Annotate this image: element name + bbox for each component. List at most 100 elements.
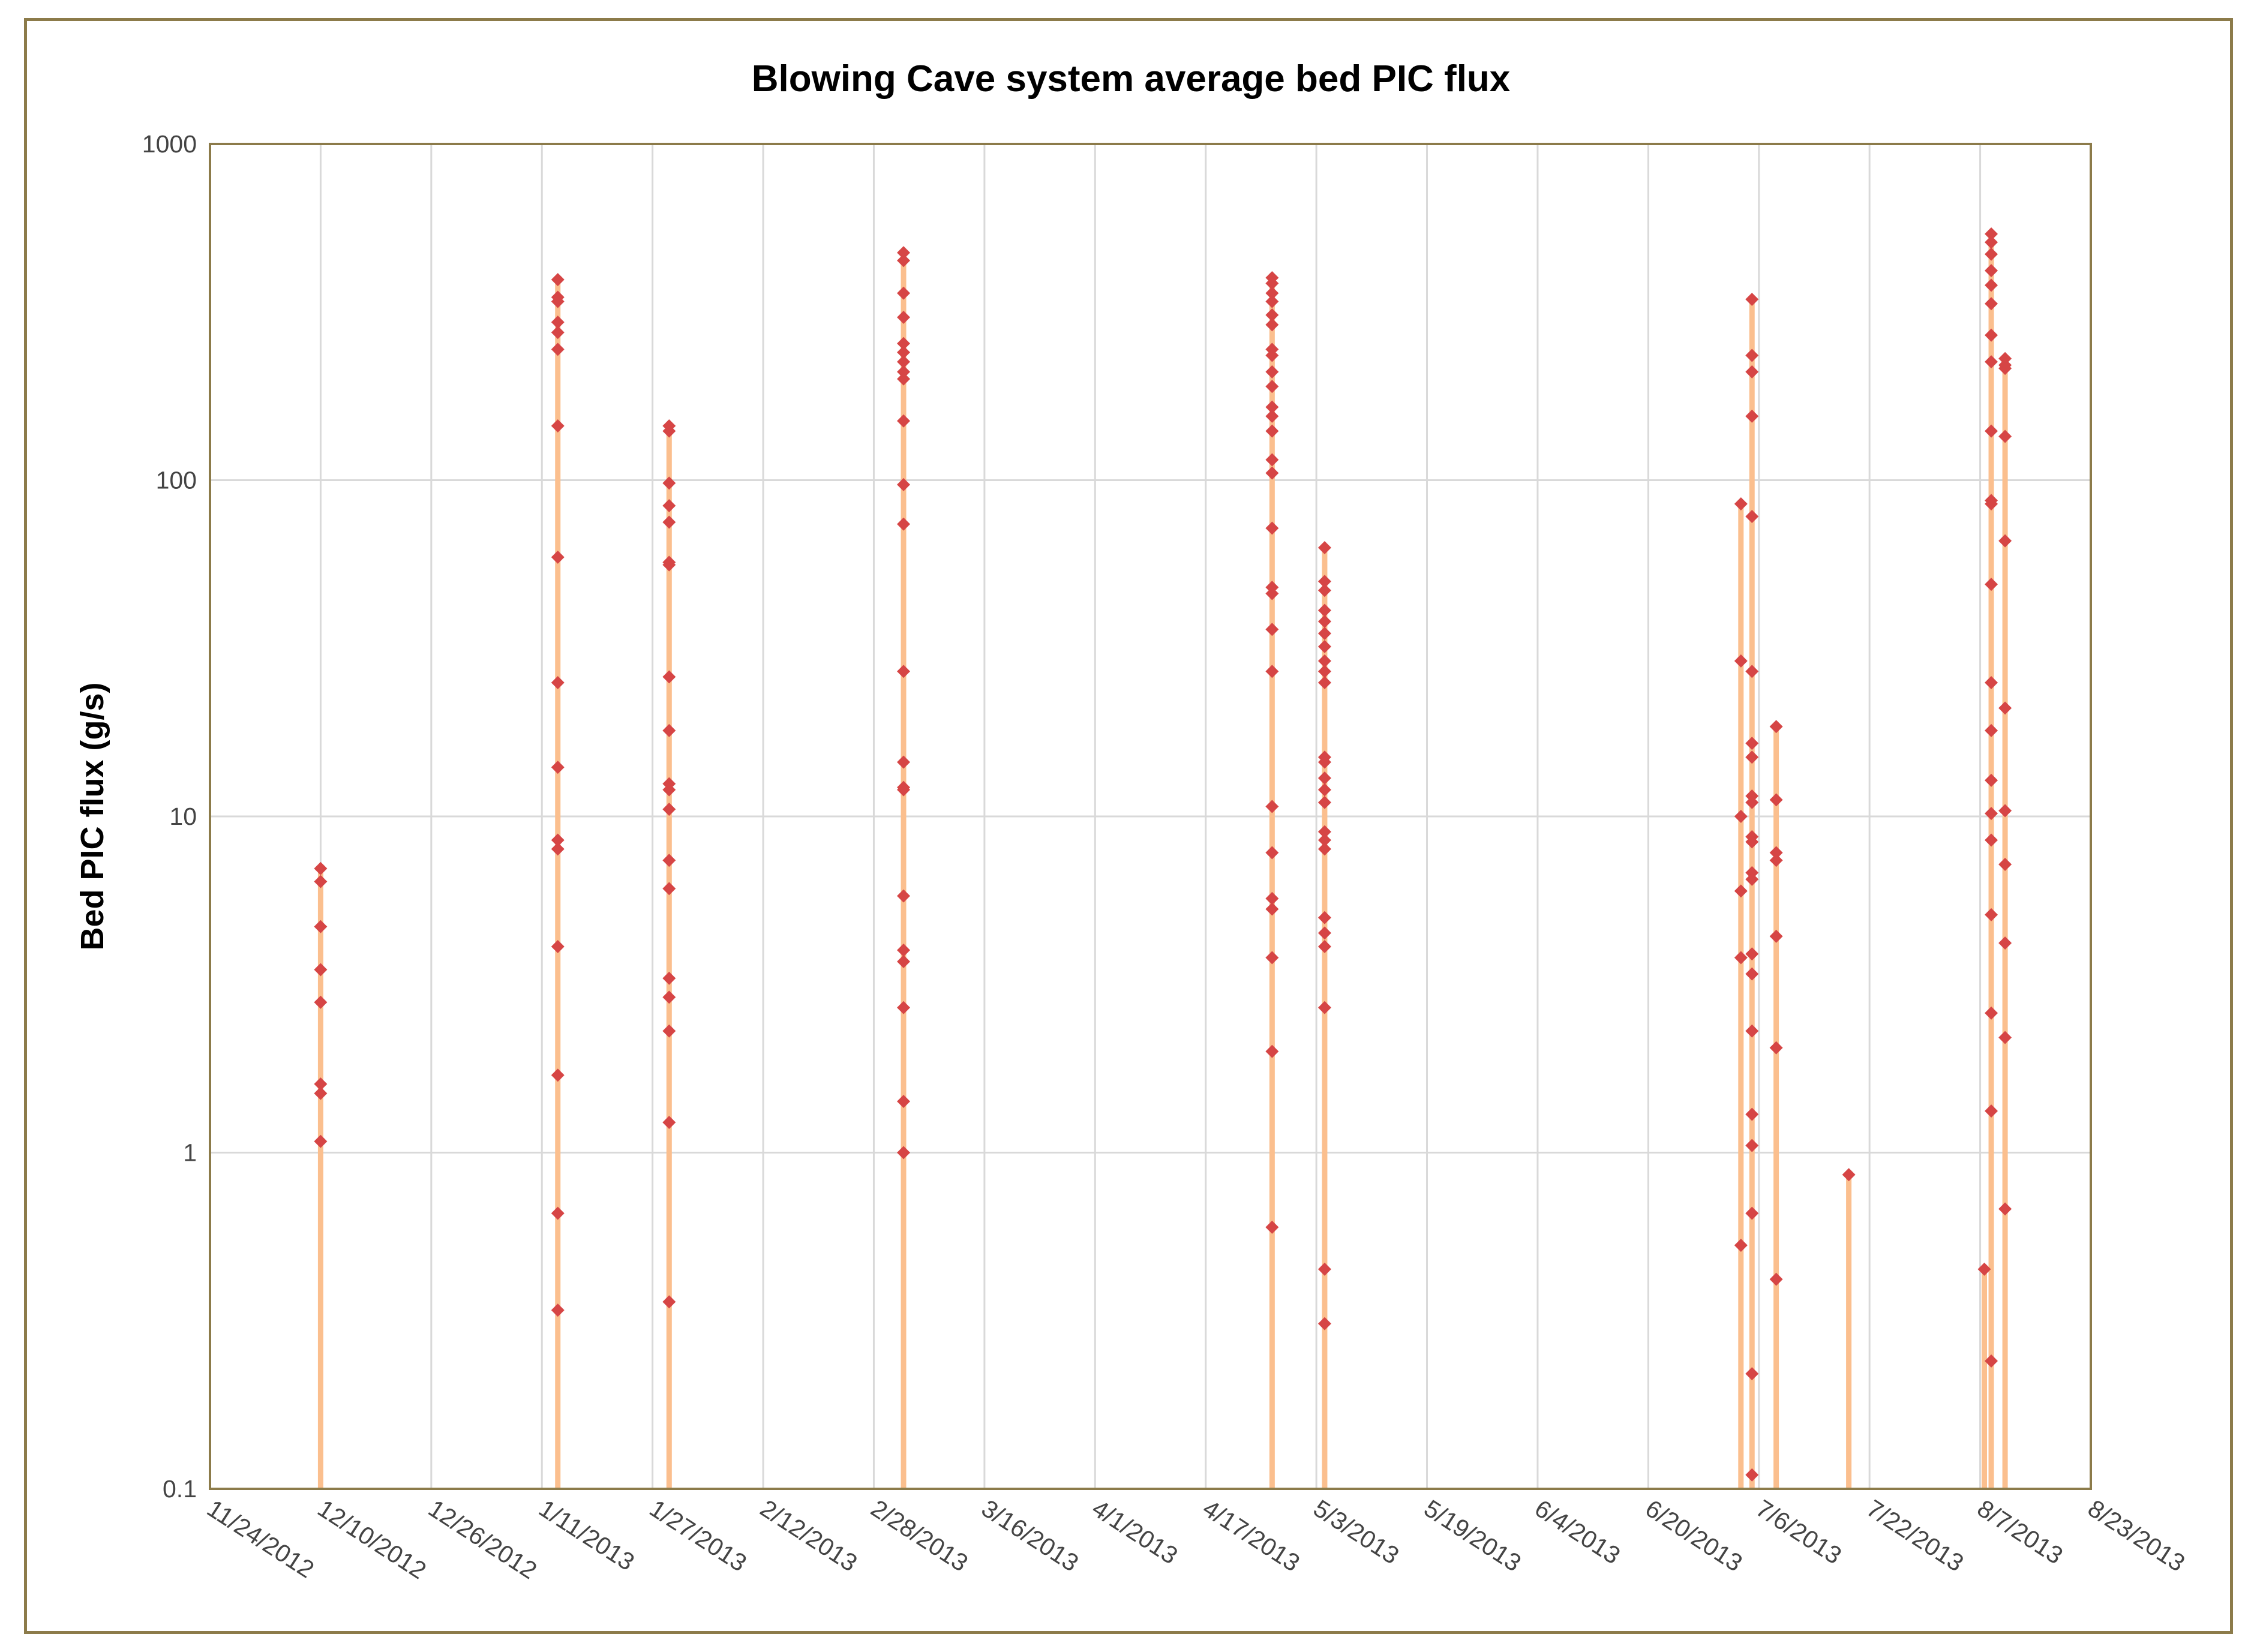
data-point [1317,795,1331,809]
data-point [662,1024,676,1038]
data-point [1317,540,1331,554]
data-point [1734,810,1748,823]
data-point [1998,1202,2012,1216]
data-point [897,254,911,268]
data-point [1317,639,1331,653]
data-point [897,1146,911,1160]
data-point [314,1134,328,1148]
data-point [1265,1044,1279,1058]
data-point [1734,951,1748,965]
data-point [1317,1262,1331,1276]
data-point [314,963,328,977]
data-point [1985,908,1998,921]
y-axis-ticks: 0.1 1 10 100 1000 [142,130,197,1503]
data-point [1317,926,1331,940]
data-point [1745,1024,1759,1038]
data-point [1745,750,1759,764]
data-point [1769,929,1783,943]
data-point [1317,575,1331,588]
data-point [662,723,676,737]
data-point [897,337,911,350]
x-tick-label: 1/27/2013 [645,1494,752,1577]
x-tick-label: 6/20/2013 [1640,1494,1747,1577]
data-point [1769,1272,1783,1286]
data-point [1265,587,1279,600]
data-point [662,476,676,490]
data-point [1745,1139,1759,1152]
data-point [1317,603,1331,617]
data-point [662,990,676,1004]
data-point [897,783,911,797]
data-point [314,995,328,1009]
data-point [551,842,565,856]
data-point [1985,328,1998,342]
data-point [1265,891,1279,905]
data-point [1317,940,1331,954]
data-point [1265,400,1279,414]
data-point [1985,278,1998,292]
data-point [1317,584,1331,597]
data-point [1985,723,1998,737]
data-point [1317,911,1331,924]
data-point [662,1295,676,1309]
data-point [897,477,911,491]
data-point [897,311,911,325]
data-point [1985,675,1998,689]
data-point [1842,1168,1856,1182]
x-tick-label: 6/4/2013 [1530,1494,1625,1570]
data-point [897,665,911,678]
series-markers [314,227,2012,1482]
data-point [1745,365,1759,379]
y-tick-label: 0.1 [163,1475,197,1503]
data-point [551,326,565,340]
data-point [551,675,565,689]
data-point [1769,1041,1783,1055]
data-point [1265,308,1279,322]
data-point [314,1077,328,1091]
data-point [1769,854,1783,867]
data-point [897,286,911,300]
data-point [1745,349,1759,362]
x-tick-label: 12/26/2012 [424,1494,542,1584]
data-point [1745,1367,1759,1381]
data-point [1998,1031,2012,1044]
chart-title: Blowing Cave system average bed PIC flux [752,58,1511,100]
data-point [314,1086,328,1100]
data-point [314,861,328,875]
data-point [1265,349,1279,362]
y-tick-label: 1 [183,1139,197,1167]
data-point [1769,793,1783,807]
data-point [1745,1107,1759,1121]
data-point [662,558,676,572]
data-point [1317,825,1331,839]
data-point [1998,429,2012,443]
data-point [1317,627,1331,641]
data-point [1265,277,1279,290]
data-point [662,803,676,816]
data-point [1317,755,1331,769]
x-tick-label: 4/1/2013 [1087,1494,1182,1570]
data-point [1985,497,1998,511]
y-tick-label: 10 [169,803,197,830]
data-point [1985,1354,1998,1368]
data-point [551,316,565,329]
x-tick-label: 3/16/2013 [977,1494,1084,1577]
data-point [1985,1006,1998,1020]
data-point [1317,1317,1331,1330]
data-point [1317,615,1331,629]
data-point [1265,665,1279,678]
data-point [1745,737,1759,750]
data-point [1985,424,1998,438]
data-point [897,755,911,769]
data-point [662,498,676,512]
data-point [1985,247,1998,261]
data-point [1985,833,1998,847]
data-point [1265,902,1279,916]
data-point [1265,424,1279,438]
data-point [1265,286,1279,300]
data-point [1317,654,1331,668]
data-point [662,515,676,529]
data-point [1985,773,1998,787]
